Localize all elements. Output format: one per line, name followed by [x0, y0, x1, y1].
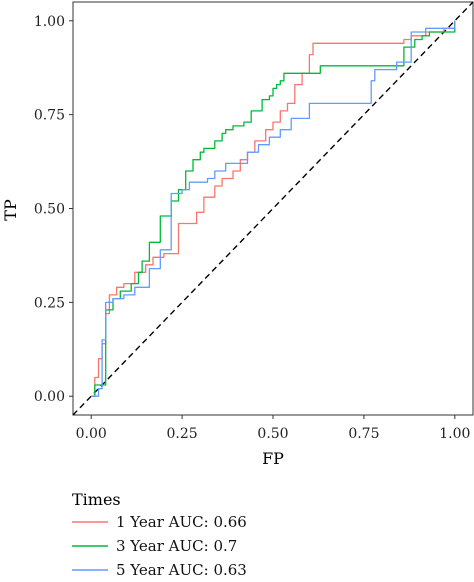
x-tick-label: 1.00: [439, 426, 470, 442]
series-line-2: [91, 20, 456, 397]
axis-layer: 0.00 0.25 0.50 0.75 1.00 0.00 0.25 0.50 0.75 1.00: [34, 14, 471, 442]
reference-diagonal-line: [72, 1, 474, 416]
series-line-1: [91, 20, 456, 397]
y-tick-label: 1.00: [34, 14, 65, 30]
x-tick-label: 0.50: [257, 426, 288, 442]
y-tick-label: 0.25: [34, 295, 65, 311]
series-line-3: [91, 20, 456, 397]
y-tick-label: 0.75: [34, 108, 65, 124]
plot-area: [72, 1, 474, 416]
legend-label-1: 1 Year AUC: 0.66: [116, 513, 247, 531]
x-tick-label: 0.75: [348, 426, 379, 442]
y-tick-label: 0.00: [34, 389, 65, 405]
x-axis-title: FP: [262, 449, 284, 468]
y-tick-label: 0.50: [34, 202, 65, 218]
legend-title: Times: [72, 490, 121, 509]
series-layer: [91, 20, 456, 397]
legend-label-2: 3 Year AUC: 0.7: [116, 537, 237, 555]
x-tick-label: 0.25: [167, 426, 198, 442]
legend-label-3: 5 Year AUC: 0.63: [116, 561, 247, 579]
y-axis-title: TP: [1, 199, 20, 221]
x-tick-label: 0.00: [76, 426, 107, 442]
legend: Times 1 Year AUC: 0.66 3 Year AUC: 0.7 5 Y…: [72, 490, 247, 579]
